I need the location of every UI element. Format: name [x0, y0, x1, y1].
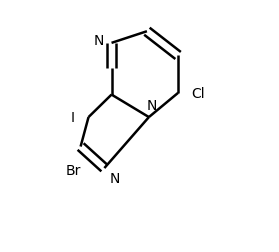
- Text: N: N: [146, 99, 157, 113]
- Text: Br: Br: [66, 163, 81, 177]
- Text: Cl: Cl: [192, 86, 205, 101]
- Text: I: I: [71, 111, 75, 124]
- Text: N: N: [94, 34, 104, 48]
- Text: N: N: [109, 171, 120, 185]
